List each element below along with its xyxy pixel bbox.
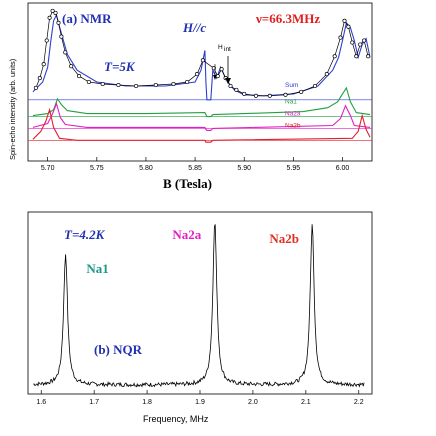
data-point [116, 82, 121, 88]
x-tick-label: 2.0 [248, 399, 258, 406]
hint-label-sub: int [224, 46, 231, 53]
data-point [346, 24, 351, 29]
data-point [312, 83, 318, 89]
series-line-sum [32, 13, 371, 101]
nmr-series-group [28, 13, 372, 143]
x-tick-label: 5.90 [237, 165, 251, 172]
nqr-spectrum-line [33, 224, 365, 388]
data-point [342, 18, 347, 23]
data-point [134, 83, 139, 89]
x-tick-label: 1.6 [36, 399, 46, 406]
hint-arrow-head [225, 78, 231, 84]
x-tick-label: 5.80 [139, 165, 153, 172]
data-point [86, 79, 91, 85]
data-point [366, 54, 371, 59]
data-point [324, 72, 329, 77]
data-point [37, 76, 42, 81]
nqr-temperature-label: T=4.2K [64, 227, 106, 242]
data-point [41, 62, 46, 67]
data-point [242, 91, 247, 96]
x-tick-label: 2.2 [354, 399, 364, 406]
x-tick-label: 6.00 [336, 165, 350, 172]
data-point [50, 8, 55, 13]
hint-marker: H int [213, 44, 231, 84]
legend-sum: Sum [285, 82, 298, 89]
nqr-x-ticks: 1.6 1.7 1.8 1.9 2.0 2.1 2.2 [36, 390, 364, 406]
data-point [44, 38, 49, 43]
data-point [267, 93, 272, 98]
nmr-x-ticks: 5.70 5.75 5.80 5.85 5.90 5.95 6.00 [41, 157, 350, 172]
hint-label: H [218, 44, 223, 51]
x-tick-label: 5.75 [90, 165, 104, 172]
data-point [219, 67, 224, 72]
x-tick-label: 1.7 [89, 399, 99, 406]
x-tick-label: 1.9 [195, 399, 205, 406]
nmr-xlabel: B (Tesla) [163, 176, 212, 191]
data-point [358, 42, 363, 47]
peak-label-na2a: Na2a [172, 227, 201, 242]
x-tick-label: 5.70 [41, 165, 55, 172]
nqr-spectrum [33, 224, 365, 388]
legend-na1: Na1 [285, 99, 297, 106]
nqr-xlabel: Frequency, MHz [143, 414, 209, 424]
data-point [362, 38, 367, 43]
nmr-legend: Sum Na1 Na2a Na2b [285, 82, 301, 129]
legend-na2a: Na2a [285, 111, 301, 118]
series-line-na2a [32, 101, 371, 131]
peak-label-na2b: Na2b [269, 231, 299, 246]
data-point [195, 72, 200, 77]
data-point [234, 87, 239, 92]
x-tick-label: 1.8 [142, 399, 152, 406]
data-point [211, 66, 216, 71]
data-point [53, 10, 58, 15]
data-point [228, 83, 233, 89]
data-point [338, 35, 343, 40]
nqr-peak-labels: Na1 Na2a Na2b [86, 227, 299, 276]
series-line-na1 [32, 86, 371, 118]
nmr-panel: Spin-echo intensity (arb. units) 5.70 5.7… [8, 2, 373, 191]
legend-na2b: Na2b [285, 122, 301, 129]
data-point [171, 81, 176, 87]
data-point [153, 82, 158, 88]
data-point [100, 81, 105, 87]
nmr-data-points [33, 8, 371, 98]
data-point [56, 20, 61, 25]
data-point [332, 54, 337, 59]
data-point [354, 54, 359, 59]
data-point [69, 64, 74, 69]
data-point [283, 92, 288, 97]
data-point [350, 40, 355, 45]
nmr-frequency-label: ν=66.3MHz [255, 11, 320, 26]
data-point [59, 34, 64, 39]
data-point [33, 85, 38, 90]
peak-label-na1: Na1 [86, 261, 108, 276]
nmr-field-label: H//c [182, 20, 206, 35]
x-tick-label: 2.1 [301, 399, 311, 406]
nmr-temperature-label: T=5K [104, 59, 136, 74]
x-tick-label: 5.85 [188, 165, 202, 172]
nmr-panel-label: (a) NMR [62, 11, 112, 26]
nqr-panel-label: (b) NQR [94, 342, 143, 357]
nmr-ylabel: Spin-echo intensity (arb. units) [8, 58, 17, 160]
data-point [299, 89, 304, 94]
x-tick-label: 5.95 [287, 165, 301, 172]
nqr-panel: 1.6 1.7 1.8 1.9 2.0 2.1 2.2 Na1 Na2a Na2b T=4.2K… [27, 211, 373, 424]
data-point [200, 58, 205, 63]
data-point [77, 74, 82, 79]
star-arrow-head [213, 75, 217, 80]
data-point [185, 79, 190, 85]
data-point [63, 50, 68, 55]
data-point [47, 15, 52, 20]
nmr-plot-frame [27, 2, 373, 162]
data-point [253, 93, 259, 98]
series-line-na2b [32, 107, 371, 143]
